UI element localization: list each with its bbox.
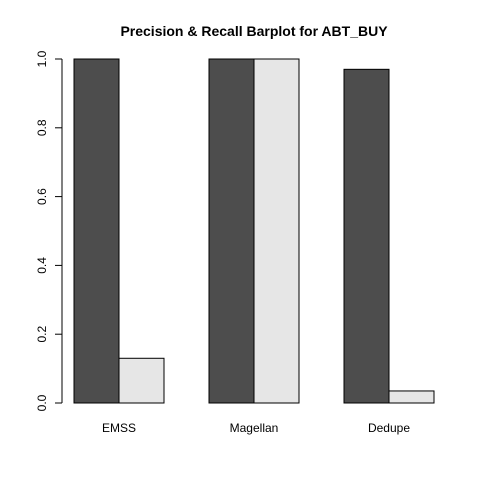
y-tick-label: 0.6 [35,188,49,205]
chart-title: Precision & Recall Barplot for ABT_BUY [120,23,388,39]
bar-dedupe-series-2 [388,390,435,404]
x-category-label: Dedupe [368,421,410,435]
x-category-label: Magellan [230,421,279,435]
bar-dedupe-series-1 [343,68,390,404]
bar-magellan-series-1 [208,58,255,404]
y-tick-label: 1.0 [35,50,49,67]
y-tick-label: 0.4 [35,257,49,274]
bar-emss-series-1 [73,58,120,404]
y-tick-label: 0.8 [35,119,49,136]
x-category-label: EMSS [102,421,136,435]
bar-emss-series-2 [118,357,165,404]
y-axis: 0.0 0.2 0.4 0.6 0.8 1.0 [35,50,63,411]
x-axis-labels: EMSS Magellan Dedupe [102,421,410,435]
y-tick-label: 0.2 [35,326,49,343]
y-tick-label: 0.0 [35,394,49,411]
bar-magellan-series-2 [253,58,300,404]
bars [73,58,435,404]
